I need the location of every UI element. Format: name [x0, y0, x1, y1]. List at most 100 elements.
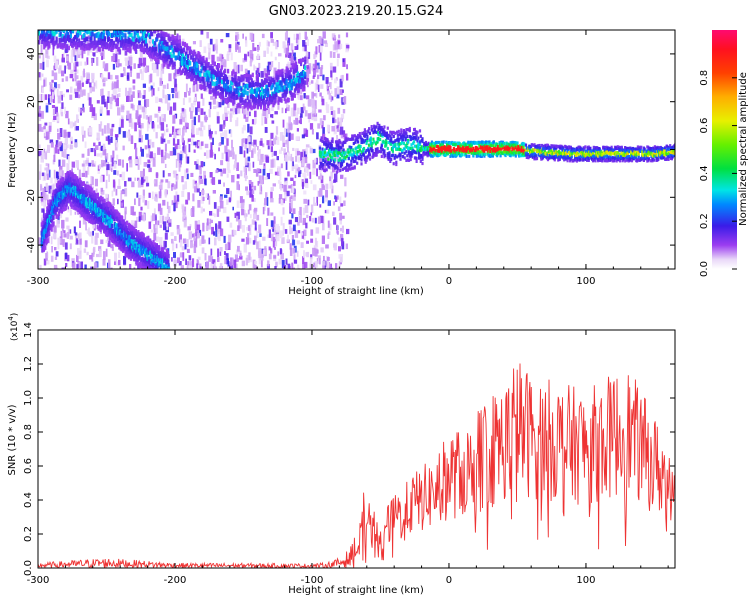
- noise-speckle: [160, 136, 164, 144]
- noise-speckle: [202, 97, 205, 106]
- noise-speckle: [258, 149, 261, 155]
- feature-cell: [75, 13, 77, 18]
- noise-speckle: [342, 215, 345, 219]
- feature-cell: [248, 99, 251, 104]
- noise-speckle: [81, 126, 84, 135]
- noise-speckle: [264, 246, 267, 253]
- noise-speckle: [115, 189, 118, 196]
- noise-speckle: [139, 130, 141, 137]
- noise-speckle: [322, 195, 325, 204]
- noise-speckle: [282, 135, 285, 143]
- noise-speckle: [224, 243, 228, 251]
- noise-speckle: [209, 131, 213, 135]
- feature-cell: [287, 97, 290, 103]
- noise-speckle: [306, 163, 309, 168]
- noise-speckle: [303, 93, 306, 99]
- feature-cell: [56, 25, 58, 30]
- noise-speckle: [307, 38, 309, 46]
- noise-speckle: [273, 216, 276, 224]
- noise-speckle: [111, 246, 114, 251]
- noise-speckle: [262, 168, 266, 176]
- feature-cell: [51, 205, 54, 211]
- noise-speckle: [317, 190, 320, 197]
- noise-speckle: [38, 150, 42, 157]
- noise-speckle: [51, 105, 56, 109]
- noise-speckle: [92, 186, 94, 191]
- noise-speckle: [62, 93, 65, 98]
- noise-speckle: [76, 254, 79, 262]
- noise-speckle: [322, 223, 325, 231]
- feature-cell: [107, 207, 110, 212]
- feature-cell: [170, 54, 173, 59]
- feature-cell: [47, 15, 49, 20]
- feature-cell: [148, 22, 150, 27]
- noise-speckle: [294, 230, 299, 238]
- feature-cell: [280, 87, 283, 92]
- noise-speckle: [305, 144, 310, 148]
- noise-speckle: [311, 114, 314, 121]
- noise-speckle: [330, 66, 333, 74]
- feature-cell: [256, 77, 259, 82]
- noise-speckle: [306, 77, 310, 85]
- feature-cell: [84, 188, 87, 193]
- noise-speckle: [190, 138, 194, 146]
- noise-speckle: [319, 188, 323, 197]
- noise-speckle: [197, 101, 201, 109]
- noise-speckle: [236, 200, 240, 208]
- noise-speckle: [146, 65, 150, 73]
- noise-speckle: [193, 232, 196, 242]
- noise-speckle: [213, 105, 217, 110]
- noise-speckle: [228, 129, 232, 134]
- feature-cell: [263, 88, 266, 94]
- noise-speckle: [310, 204, 314, 214]
- noise-speckle: [241, 138, 244, 147]
- noise-speckle: [61, 54, 64, 59]
- noise-speckle: [57, 237, 60, 245]
- feature-cell: [62, 188, 65, 193]
- noise-speckle: [290, 177, 294, 181]
- feature-cell: [201, 84, 204, 89]
- noise-speckle: [109, 163, 113, 171]
- noise-speckle: [60, 111, 64, 117]
- feature-cell: [293, 93, 296, 98]
- feature-cell: [256, 82, 259, 87]
- noise-speckle: [327, 257, 330, 261]
- noise-speckle: [248, 252, 251, 261]
- noise-speckle: [331, 96, 334, 101]
- feature-cell: [211, 81, 214, 86]
- feature-cell: [49, 17, 51, 22]
- noise-speckle: [285, 128, 289, 137]
- noise-speckle: [194, 180, 197, 185]
- noise-speckle: [251, 181, 254, 187]
- noise-speckle: [151, 141, 155, 148]
- noise-speckle: [272, 183, 276, 187]
- feature-cell: [278, 85, 281, 90]
- feature-cell: [85, 200, 88, 206]
- noise-speckle: [312, 63, 316, 72]
- noise-speckle: [261, 248, 264, 258]
- noise-speckle: [113, 161, 117, 169]
- noise-speckle: [82, 89, 86, 96]
- noise-speckle: [124, 211, 127, 220]
- noise-speckle: [51, 79, 54, 83]
- noise-speckle: [197, 182, 200, 189]
- noise-speckle: [106, 153, 109, 160]
- feature-cell: [147, 30, 151, 33]
- feature-cell: [183, 41, 187, 47]
- noise-speckle: [263, 166, 266, 170]
- noise-speckle: [208, 52, 211, 60]
- feature-cell: [58, 25, 60, 30]
- noise-speckle: [273, 255, 277, 259]
- feature-cell: [59, 24, 61, 29]
- feature-cell: [118, 23, 120, 28]
- noise-speckle: [173, 72, 176, 79]
- noise-speckle: [118, 259, 121, 266]
- noise-speckle: [203, 152, 207, 156]
- noise-speckle: [93, 52, 96, 57]
- noise-speckle: [266, 40, 269, 47]
- noise-speckle: [192, 105, 195, 113]
- noise-speckle: [288, 116, 291, 124]
- noise-speckle: [244, 141, 248, 150]
- noise-speckle: [304, 205, 309, 214]
- feature-cell: [122, 30, 125, 32]
